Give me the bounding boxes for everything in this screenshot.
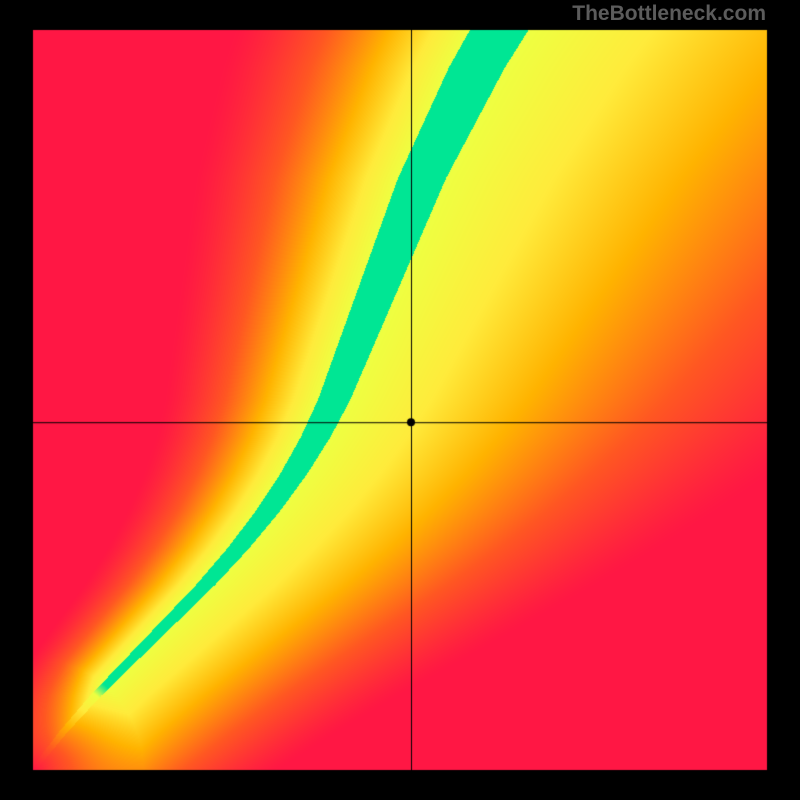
watermark-text: TheBottleneck.com — [572, 2, 766, 26]
bottleneck-heatmap — [0, 0, 800, 800]
